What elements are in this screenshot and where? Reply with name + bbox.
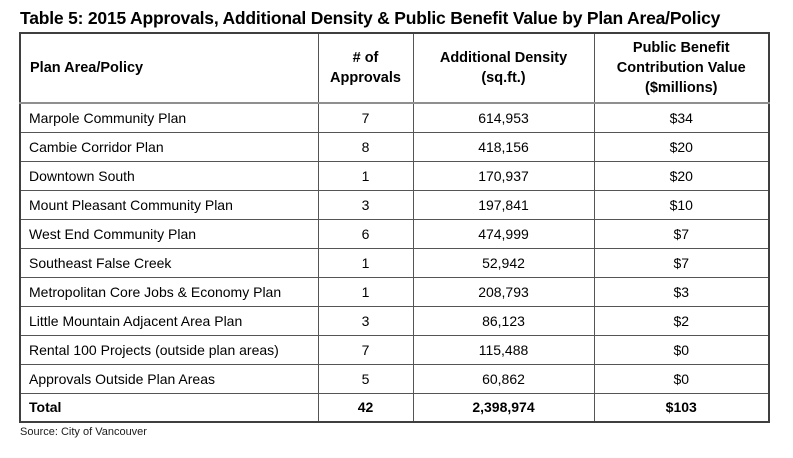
density-cell: 86,123: [412, 305, 595, 336]
density-cell: 197,841: [412, 189, 595, 220]
plan-area-cell: Approvals Outside Plan Areas: [19, 363, 319, 394]
density-cell: 170,937: [412, 160, 595, 191]
approvals-cell: 1: [317, 276, 414, 307]
total-row: Total 42 2,398,974 $103: [19, 392, 770, 423]
table-row: Marpole Community Plan 7 614,953 $34: [19, 102, 770, 133]
benefit-cell: $20: [593, 160, 770, 191]
plan-area-cell: Rental 100 Projects (outside plan areas): [19, 334, 319, 365]
total-benefit-cell: $103: [593, 392, 770, 423]
approvals-cell: 7: [317, 102, 414, 133]
benefit-cell: $20: [593, 131, 770, 162]
table-header: Plan Area/Policy # of Approvals Addition…: [19, 32, 770, 104]
table-row: West End Community Plan 6 474,999 $7: [19, 218, 770, 249]
approvals-cell: 7: [317, 334, 414, 365]
col-header-approvals: # of Approvals: [317, 32, 414, 104]
benefit-cell: $7: [593, 218, 770, 249]
header-row: Plan Area/Policy # of Approvals Addition…: [19, 32, 770, 104]
plan-area-cell: West End Community Plan: [19, 218, 319, 249]
table-row: Southeast False Creek 1 52,942 $7: [19, 247, 770, 278]
table-row: Little Mountain Adjacent Area Plan 3 86,12…: [19, 305, 770, 336]
table-row: Downtown South 1 170,937 $20: [19, 160, 770, 191]
approvals-table: Plan Area/Policy # of Approvals Addition…: [19, 32, 770, 423]
plan-area-cell: Little Mountain Adjacent Area Plan: [19, 305, 319, 336]
density-cell: 474,999: [412, 218, 595, 249]
total-density-cell: 2,398,974: [412, 392, 595, 423]
table-row: Rental 100 Projects (outside plan areas)…: [19, 334, 770, 365]
benefit-cell: $10: [593, 189, 770, 220]
plan-area-cell: Downtown South: [19, 160, 319, 191]
density-cell: 418,156: [412, 131, 595, 162]
plan-area-cell: Southeast False Creek: [19, 247, 319, 278]
total-approvals-cell: 42: [317, 392, 414, 423]
approvals-cell: 3: [317, 305, 414, 336]
table-row: Cambie Corridor Plan 8 418,156 $20: [19, 131, 770, 162]
benefit-cell: $3: [593, 276, 770, 307]
approvals-cell: 1: [317, 160, 414, 191]
benefit-cell: $2: [593, 305, 770, 336]
col-header-additional-density: Additional Density (sq.ft.): [412, 32, 595, 104]
table-footer: Total 42 2,398,974 $103: [19, 392, 770, 423]
col-header-public-benefit: Public Benefit Contribution Value ($mill…: [593, 32, 770, 104]
report-page: Table 5: 2015 Approvals, Additional Dens…: [19, 8, 770, 438]
table-row: Mount Pleasant Community Plan 3 197,841 $10: [19, 189, 770, 220]
table-body: Marpole Community Plan 7 614,953 $34 Cambie …: [19, 102, 770, 394]
density-cell: 614,953: [412, 102, 595, 133]
table-row: Metropolitan Core Jobs & Economy Plan 1 20…: [19, 276, 770, 307]
col-header-plan-area: Plan Area/Policy: [19, 32, 319, 104]
benefit-cell: $34: [593, 102, 770, 133]
plan-area-cell: Metropolitan Core Jobs & Economy Plan: [19, 276, 319, 307]
density-cell: 208,793: [412, 276, 595, 307]
density-cell: 52,942: [412, 247, 595, 278]
approvals-cell: 8: [317, 131, 414, 162]
benefit-cell: $0: [593, 363, 770, 394]
table-row: Approvals Outside Plan Areas 5 60,862 $0: [19, 363, 770, 394]
plan-area-cell: Mount Pleasant Community Plan: [19, 189, 319, 220]
total-label-cell: Total: [19, 392, 319, 423]
source-note: Source: City of Vancouver: [20, 426, 147, 438]
approvals-cell: 3: [317, 189, 414, 220]
plan-area-cell: Marpole Community Plan: [19, 102, 319, 133]
plan-area-cell: Cambie Corridor Plan: [19, 131, 319, 162]
approvals-cell: 1: [317, 247, 414, 278]
density-cell: 115,488: [412, 334, 595, 365]
benefit-cell: $7: [593, 247, 770, 278]
density-cell: 60,862: [412, 363, 595, 394]
approvals-cell: 5: [317, 363, 414, 394]
table-title: Table 5: 2015 Approvals, Additional Dens…: [20, 8, 721, 28]
approvals-cell: 6: [317, 218, 414, 249]
benefit-cell: $0: [593, 334, 770, 365]
